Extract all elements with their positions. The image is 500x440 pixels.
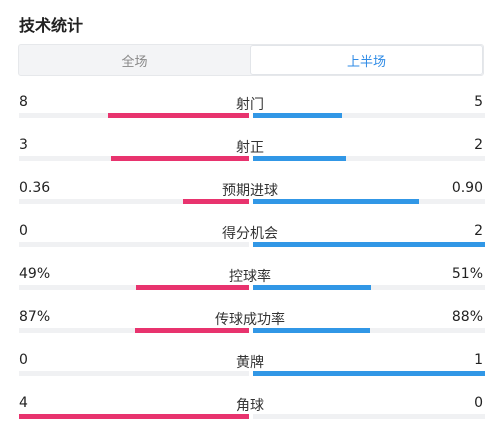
home-value: 0 [19, 352, 28, 368]
away-bar [253, 199, 419, 204]
home-value: 49% [19, 266, 51, 282]
away-value: 2 [474, 137, 483, 153]
stat-row: 黄牌 0 1 [0, 352, 500, 394]
stat-label: 角球 [236, 398, 264, 414]
away-bar [253, 371, 485, 376]
away-value: 5 [474, 94, 483, 110]
home-value: 4 [19, 395, 28, 411]
away-value: 1 [474, 352, 483, 368]
stat-label: 预期进球 [222, 183, 278, 199]
period-tabs: 全场 上半场 [18, 44, 484, 76]
away-bar [253, 285, 371, 290]
home-track [19, 371, 249, 376]
away-value: 0 [474, 395, 483, 411]
home-value: 0 [19, 223, 28, 239]
stat-label: 控球率 [229, 269, 271, 285]
away-track [253, 414, 485, 419]
away-value: 0.90 [451, 180, 483, 196]
away-track [253, 156, 485, 161]
home-track [19, 285, 249, 290]
stat-row: 传球成功率 87% 88% [0, 309, 500, 351]
home-bar [111, 156, 249, 161]
home-bar [183, 199, 249, 204]
stat-label: 黄牌 [236, 355, 264, 371]
home-track [19, 328, 249, 333]
home-bar [136, 285, 249, 290]
stat-row: 射正 3 2 [0, 137, 500, 179]
away-track [253, 113, 485, 118]
tab-full-match[interactable]: 全场 [121, 54, 148, 70]
home-bar [108, 113, 249, 118]
stat-row: 得分机会 0 2 [0, 223, 500, 265]
home-value: 3 [19, 137, 28, 153]
home-value: 87% [19, 309, 51, 325]
stat-row: 控球率 49% 51% [0, 266, 500, 308]
page-title: 技术统计 [19, 16, 84, 35]
tab-first-half[interactable]: 上半场 [250, 45, 483, 75]
home-value: 0.36 [19, 180, 51, 196]
away-value: 51% [451, 266, 483, 282]
stat-label: 射正 [236, 140, 264, 156]
away-bar [253, 156, 346, 161]
away-bar [253, 242, 485, 247]
home-bar [135, 328, 249, 333]
home-value: 8 [19, 94, 28, 110]
stat-row: 角球 4 0 [0, 395, 500, 437]
away-bar [253, 328, 370, 333]
away-value: 88% [451, 309, 483, 325]
home-track [19, 199, 249, 204]
away-bar [253, 113, 342, 118]
home-bar [19, 414, 249, 419]
away-value: 2 [474, 223, 483, 239]
stat-label: 射门 [236, 97, 264, 113]
stat-label: 得分机会 [222, 226, 278, 242]
stat-row: 射门 8 5 [0, 94, 500, 136]
stat-row: 预期进球 0.36 0.90 [0, 180, 500, 222]
home-track [19, 242, 249, 247]
stat-label: 传球成功率 [215, 312, 285, 328]
